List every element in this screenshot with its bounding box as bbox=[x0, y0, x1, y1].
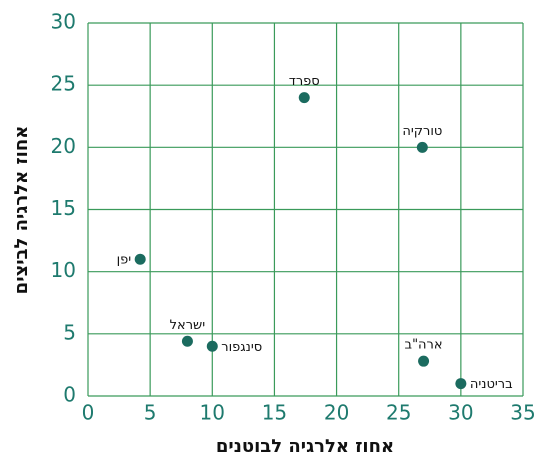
point bbox=[298, 92, 310, 104]
x-tick-label: 35 bbox=[510, 401, 535, 425]
y-tick-label: 15 bbox=[51, 196, 76, 220]
point-label: יפן bbox=[117, 253, 132, 268]
point-label: בריטניה bbox=[470, 377, 513, 392]
y-tick-label: 25 bbox=[51, 72, 76, 96]
point-label: ספרד bbox=[289, 74, 320, 89]
point-label: ישראל bbox=[170, 318, 206, 333]
x-tick-label: 10 bbox=[200, 401, 225, 425]
point bbox=[181, 335, 193, 347]
point bbox=[134, 253, 146, 265]
y-tick-label: 30 bbox=[51, 10, 76, 34]
x-tick-label: 20 bbox=[324, 401, 349, 425]
point-label: סינגפור bbox=[221, 340, 262, 355]
x-axis-title: אחוז אלרגיה לבוטנים bbox=[216, 436, 394, 457]
x-tick-label: 5 bbox=[144, 401, 157, 425]
x-tick-label: 0 bbox=[82, 401, 95, 425]
y-tick-label: 0 bbox=[63, 383, 76, 407]
y-tick-label: 20 bbox=[51, 134, 76, 158]
x-tick-label: 25 bbox=[386, 401, 411, 425]
x-tick-label: 30 bbox=[448, 401, 473, 425]
point bbox=[418, 355, 430, 367]
y-tick-label: 10 bbox=[51, 258, 76, 282]
point bbox=[416, 141, 428, 153]
point bbox=[455, 378, 467, 390]
point-label: טורקיה bbox=[402, 124, 442, 139]
x-tick-label: 15 bbox=[262, 401, 287, 425]
point bbox=[206, 340, 218, 352]
y-tick-label: 5 bbox=[63, 320, 76, 344]
point-label: ארה"ב bbox=[405, 338, 443, 353]
y-axis-title: אחוז אלרגיה לביצים bbox=[11, 126, 32, 295]
